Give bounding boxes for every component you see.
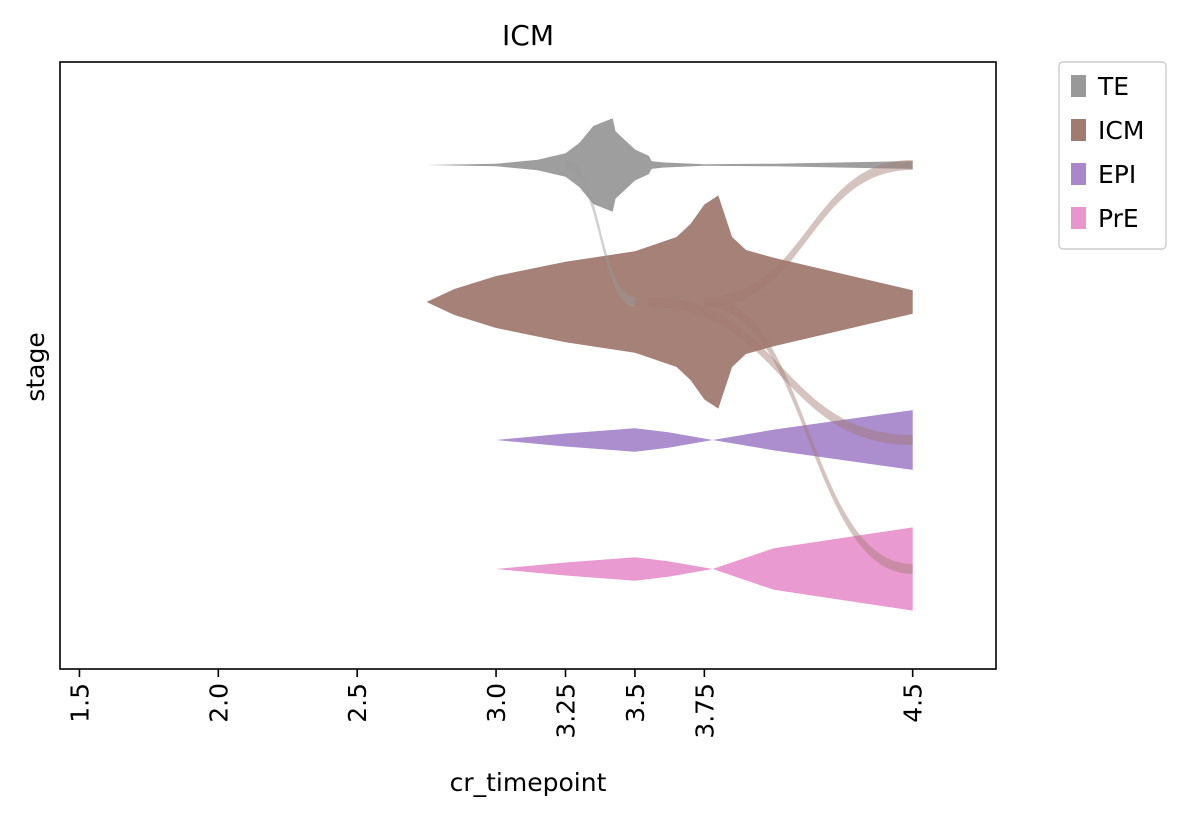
- plot-frame: [59, 61, 997, 670]
- y-axis-label: stage: [21, 332, 50, 401]
- legend-swatch-epi: [1071, 163, 1086, 185]
- stream-pre: [496, 527, 913, 611]
- legend-label-te: TE: [1097, 72, 1129, 101]
- legend-box: [1058, 61, 1167, 250]
- legend: TE ICM EPI PrE: [1058, 61, 1167, 250]
- transition-icm-to-te: [704, 160, 913, 307]
- x-tick-label: 2.0: [204, 683, 233, 723]
- x-tick-label: 3.25: [551, 683, 580, 739]
- legend-swatch-te: [1071, 75, 1086, 97]
- transition-icm-to-epi: [648, 297, 913, 445]
- x-axis-label: cr_timepoint: [450, 768, 607, 797]
- x-axis: 1.5 2.0 2.5 3.0 3.25 3.5 3.75 4.5: [65, 669, 928, 739]
- x-tick-label: 3.0: [482, 683, 511, 723]
- stream-icm: [426, 195, 913, 409]
- x-tick-label: 3.5: [621, 683, 650, 723]
- legend-swatch-pre: [1071, 207, 1086, 229]
- x-tick-label: 2.5: [343, 683, 372, 723]
- x-tick-label: 4.5: [899, 683, 928, 723]
- x-tick-label: 1.5: [65, 683, 94, 723]
- stream-epi: [496, 410, 913, 470]
- legend-label-pre: PrE: [1098, 204, 1139, 233]
- chart-title: ICM: [502, 19, 554, 52]
- legend-swatch-icm: [1071, 119, 1086, 141]
- transition-layer: [565, 160, 913, 574]
- transition-te-to-icm: [565, 160, 635, 307]
- stream-layer: [426, 118, 913, 611]
- legend-label-epi: EPI: [1098, 160, 1136, 189]
- legend-label-icm: ICM: [1098, 116, 1144, 145]
- stream-te: [426, 118, 913, 212]
- transition-icm-to-pre: [704, 297, 913, 574]
- x-tick-label: 3.75: [690, 683, 719, 739]
